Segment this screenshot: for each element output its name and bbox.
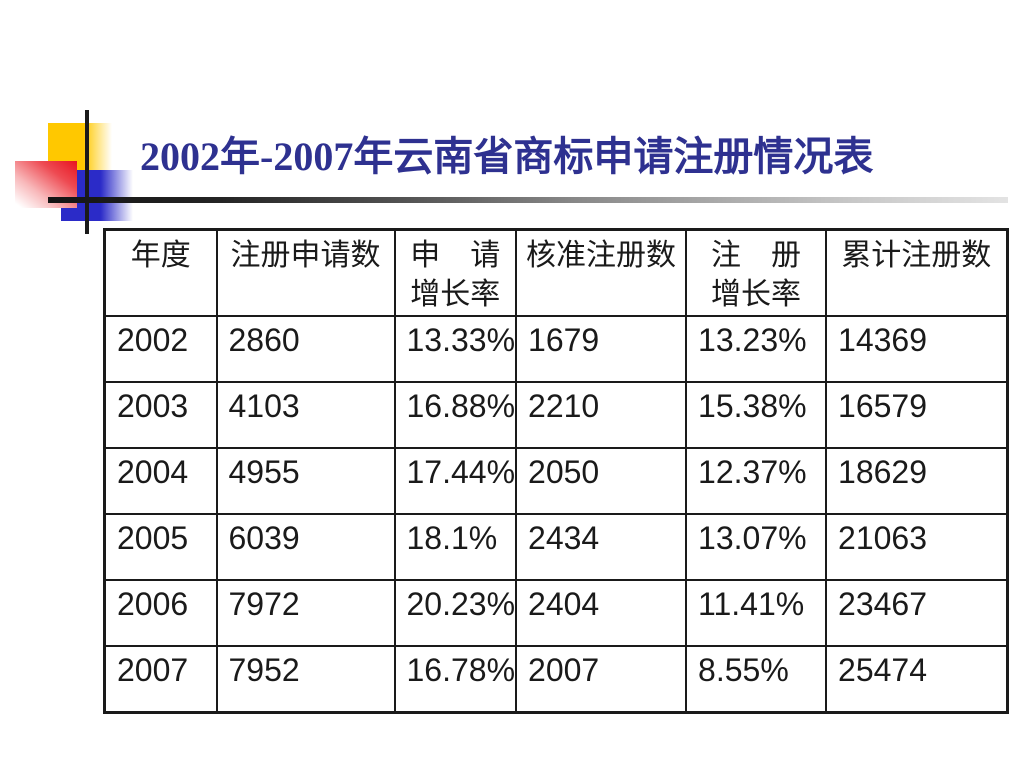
table-cell: 18.1% [393,513,518,581]
table-cell: 13.07% [685,513,828,581]
header-line: 年度 [130,239,191,272]
table-cell: 13.33% [393,315,518,383]
header-line: 申 请 [410,239,501,272]
table-cell: 16.88% [393,381,518,449]
table-cell: 7972 [215,579,396,647]
table-cell: 4103 [215,381,396,449]
header-line: 注 册 [711,239,802,272]
table-row: 2004 4955 17.44% 2050 12.37% 18629 [103,447,1009,515]
header-line: 注册申请数 [230,239,381,272]
column-header-cumulative: 累计注册数 [825,228,1009,317]
table-cell: 2004 [103,447,218,515]
table-cell: 11.41% [685,579,828,647]
table-cell: 2007 [103,645,218,713]
table-cell: 2005 [103,513,218,581]
table-cell: 2007 [515,645,688,713]
table-row: 2006 7972 20.23% 2404 11.41% 23467 [103,579,1009,647]
table-cell: 2002 [103,315,218,383]
table-cell: 2434 [515,513,688,581]
table-header-row: 年度 注册申请数 申 请 增长率 核准注册数 注 册 增长率 [103,228,1009,317]
table-cell: 2003 [103,381,218,449]
table-cell: 14369 [825,315,1009,383]
table-cell: 15.38% [685,381,828,449]
header-line: 增长率 [711,278,802,311]
column-header-approved: 核准注册数 [515,228,688,317]
header-line: 累计注册数 [841,239,992,272]
table-cell: 2210 [515,381,688,449]
column-header-applications: 注册申请数 [215,228,396,317]
table-row: 2005 6039 18.1% 2434 13.07% 21063 [103,513,1009,581]
table-row: 2002 2860 13.33% 1679 13.23% 14369 [103,315,1009,383]
table-row: 2007 7952 16.78% 2007 8.55% 25474 [103,645,1009,713]
table-cell: 2404 [515,579,688,647]
table-cell: 8.55% [685,645,828,713]
table-cell: 21063 [825,513,1009,581]
decoration-divider-line [48,197,1008,203]
trademark-stats-table: 年度 注册申请数 申 请 增长率 核准注册数 注 册 增长率 [103,228,1009,714]
table-cell: 25474 [825,645,1009,713]
column-header-registration-growth: 注 册 增长率 [685,228,828,317]
table-cell: 7952 [215,645,396,713]
table-cell: 16.78% [393,645,518,713]
table-cell: 20.23% [393,579,518,647]
table-cell: 12.37% [685,447,828,515]
table-cell: 6039 [215,513,396,581]
table-cell: 4955 [215,447,396,515]
table-cell: 1679 [515,315,688,383]
header-line: 核准注册数 [526,239,677,272]
table-cell: 2860 [215,315,396,383]
header-line: 增长率 [410,278,501,311]
table-row: 2003 4103 16.88% 2210 15.38% 16579 [103,381,1009,449]
table-cell: 13.23% [685,315,828,383]
table-cell: 2050 [515,447,688,515]
column-header-year: 年度 [103,228,218,317]
slide-title: 2002年-2007年云南省商标申请注册情况表 [140,134,874,179]
table-cell: 23467 [825,579,1009,647]
table-cell: 18629 [825,447,1009,515]
column-header-application-growth: 申 请 增长率 [393,228,518,317]
table-cell: 2006 [103,579,218,647]
decoration-vertical-line [85,110,89,234]
table-cell: 17.44% [393,447,518,515]
table-cell: 16579 [825,381,1009,449]
